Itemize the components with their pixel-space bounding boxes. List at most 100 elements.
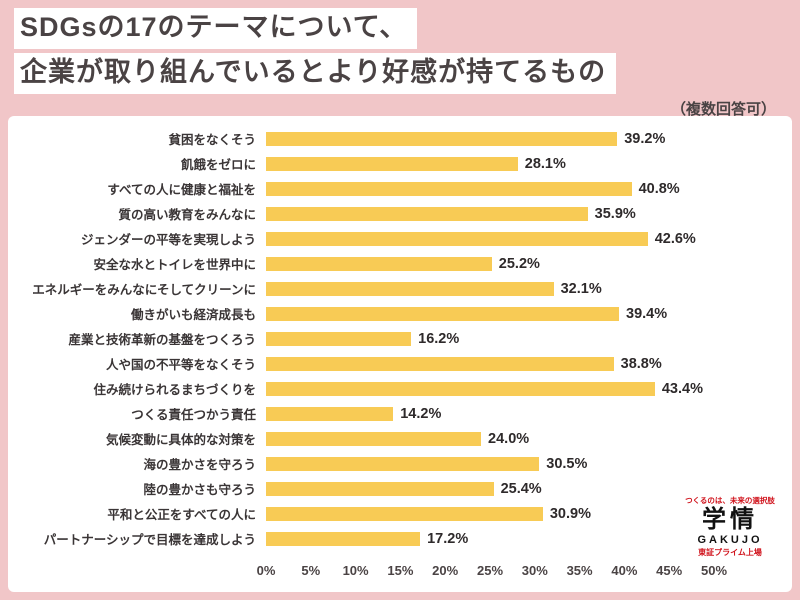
bar-fill — [266, 456, 540, 471]
value-label: 25.4% — [500, 480, 542, 497]
bar-track: 17.2% — [266, 530, 714, 547]
category-label: 気候変動に具体的な対策を — [105, 433, 256, 447]
multiple-answers-note: （複数回答可） — [670, 100, 776, 118]
logo-name: 学情 — [702, 506, 758, 534]
bar-row: 海の豊かさを守ろう 30.5% — [14, 451, 784, 476]
bar-track: 38.8% — [266, 355, 714, 372]
bar-fill — [266, 481, 494, 496]
category-label: 海の豊かさを守ろう — [143, 458, 256, 472]
bar-row: 働きがいも経済成長も 39.4% — [14, 301, 784, 326]
bar-row: 気候変動に具体的な対策を 24.0% — [14, 426, 784, 451]
page-title-line-2: 企業が取り組んでいるとより好感が持てるもの — [14, 52, 790, 94]
category-label: 人や国の不平等をなくそう — [105, 358, 256, 372]
title-text-2: 企業が取り組んでいるとより好感が持てるもの — [14, 52, 617, 94]
bar-track: 30.5% — [266, 455, 714, 472]
value-label: 14.2% — [400, 405, 442, 422]
category-label: 働きがいも経済成長も — [130, 308, 256, 322]
chart-panel: 貧困をなくそう 39.2% 飢餓をゼロに 28.1% すべての人に健康と福祉を 40.8%… — [8, 116, 792, 592]
category-label: ジェンダーの平等を実現しよう — [80, 233, 256, 247]
bar-track: 14.2% — [266, 405, 714, 422]
value-label: 30.9% — [549, 505, 591, 522]
header: SDGsの17のテーマについて、 企業が取り組んでいるとより好感が持てるもの （… — [0, 0, 800, 123]
bar-track: 25.4% — [266, 480, 714, 497]
logo-subtext: 東証プライム上場 — [698, 548, 762, 557]
value-label: 39.4% — [626, 305, 668, 322]
value-label: 40.8% — [638, 180, 680, 197]
gakujo-logo: つくるのは、未来の選択肢 学情 GAKUJO 東証プライム上場 — [682, 495, 778, 558]
bar-row: 安全な水とトイレを世界中に 25.2% — [14, 251, 784, 276]
value-label: 28.1% — [524, 155, 566, 172]
x-axis-tick: 0% — [256, 563, 276, 578]
bar-fill — [266, 281, 554, 296]
bar-track: 30.9% — [266, 505, 714, 522]
bar-row: ジェンダーの平等を実現しよう 42.6% — [14, 226, 784, 251]
bar-track: 39.2% — [266, 131, 714, 147]
bar-fill — [266, 506, 543, 521]
category-label: 住み続けられるまちづくりを — [93, 383, 256, 397]
bar-track: 39.4% — [266, 305, 714, 322]
value-label: 17.2% — [427, 530, 469, 547]
bar-fill — [266, 406, 394, 421]
bar-track: 24.0% — [266, 430, 714, 447]
bar-row: 人や国の不平等をなくそう 38.8% — [14, 351, 784, 376]
bar-fill — [266, 231, 648, 246]
bar-fill — [266, 331, 412, 346]
x-axis-tick: 50% — [700, 563, 728, 578]
x-axis-tick: 20% — [432, 563, 459, 578]
category-label: 陸の豊かさも守ろう — [143, 483, 256, 497]
bar-fill — [266, 356, 614, 371]
x-axis-tick: 10% — [342, 563, 369, 578]
category-label: 平和と公正をすべての人に — [107, 508, 256, 522]
bar-row: エネルギーをみんなにそしてクリーンに 32.1% — [14, 276, 784, 301]
category-label: 安全な水とトイレを世界中に — [93, 258, 256, 272]
bar-row: 貧困をなくそう 39.2% — [14, 126, 784, 151]
value-label: 24.0% — [488, 430, 530, 447]
x-axis-tick: 40% — [611, 563, 638, 578]
bar-fill — [266, 181, 632, 196]
bar-track: 35.9% — [266, 206, 714, 222]
bar-track: 42.6% — [266, 230, 714, 247]
x-axis-tick: 30% — [521, 563, 548, 578]
category-label: エネルギーをみんなにそしてクリーンに — [32, 283, 256, 297]
category-label: 飢餓をゼロに — [180, 158, 256, 172]
bar-row: 平和と公正をすべての人に 30.9% — [14, 501, 784, 526]
x-axis-tick: 35% — [566, 563, 593, 578]
value-label: 16.2% — [418, 330, 460, 347]
x-axis: 0% 5% 10% 15% 20% 25% 30% 35% 40% 45% 50% — [257, 559, 727, 583]
category-label: 貧困をなくそう — [168, 133, 256, 147]
value-label: 42.6% — [654, 230, 696, 247]
x-axis-tick: 15% — [387, 563, 414, 578]
bar-fill — [266, 206, 588, 221]
logo-name-en: GAKUJO — [697, 534, 763, 546]
x-axis-tick: 45% — [656, 563, 683, 578]
value-label: 32.1% — [560, 280, 602, 297]
bar-track: 25.2% — [266, 255, 714, 272]
bar-fill — [266, 131, 618, 146]
category-label: 質の高い教育をみんなに — [118, 208, 256, 222]
page-title-line-1: SDGsの17のテーマについて、 — [14, 8, 790, 49]
x-axis-tick: 25% — [476, 563, 504, 578]
value-label: 43.4% — [661, 380, 703, 397]
bar-fill — [266, 381, 655, 396]
bar-row: 住み続けられるまちづくりを 43.4% — [14, 376, 784, 401]
bar-rows: 貧困をなくそう 39.2% 飢餓をゼロに 28.1% すべての人に健康と福祉を 40.8%… — [14, 126, 784, 551]
bar-row: すべての人に健康と福祉を 40.8% — [14, 176, 784, 201]
note-row: （複数回答可） — [14, 98, 790, 123]
value-label: 38.8% — [620, 355, 662, 372]
bar-track: 28.1% — [266, 155, 714, 172]
category-label: 産業と技術革新の基盤をつくろう — [68, 333, 256, 347]
bar-row: 産業と技術革新の基盤をつくろう 16.2% — [14, 326, 784, 351]
bar-track: 16.2% — [266, 330, 714, 347]
title-text-1: SDGsの17のテーマについて、 — [14, 8, 418, 49]
bar-fill — [266, 531, 421, 546]
bar-row: 飢餓をゼロに 28.1% — [14, 151, 784, 176]
bar-fill — [266, 431, 482, 446]
value-label: 25.2% — [498, 255, 540, 272]
bar-row: 質の高い教育をみんなに 35.9% — [14, 201, 784, 226]
bar-fill — [266, 156, 518, 171]
category-label: つくる責任つかう責任 — [131, 408, 256, 422]
value-label: 30.5% — [546, 455, 588, 472]
bar-track: 40.8% — [266, 180, 714, 197]
x-axis-tick: 5% — [301, 563, 321, 578]
bar-row: 陸の豊かさも守ろう 25.4% — [14, 476, 784, 501]
